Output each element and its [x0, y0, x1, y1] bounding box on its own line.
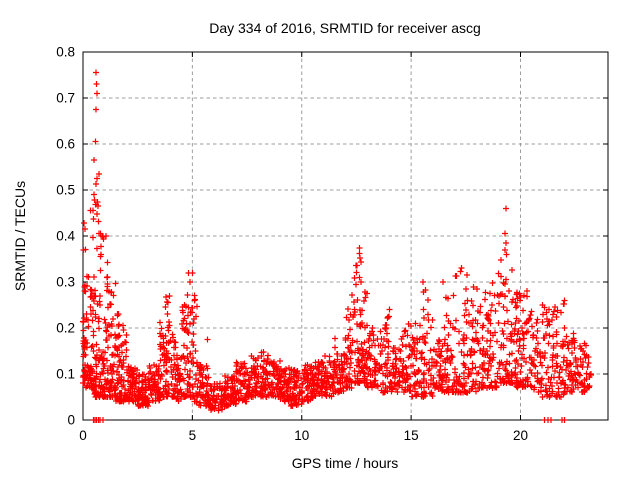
x-tick-label: 5 — [189, 428, 197, 443]
x-tick-labels: 0 5 10 15 20 — [79, 428, 528, 443]
y-tick-labels: 0 0.1 0.2 0.3 0.4 0.5 0.6 0.7 0.8 — [56, 45, 75, 428]
y-tick-label: 0.3 — [56, 275, 75, 290]
y-tick-label: 0.6 — [56, 137, 75, 152]
x-tick-label: 10 — [294, 428, 309, 443]
x-tick-label: 20 — [513, 428, 528, 443]
x-tick-label: 15 — [404, 428, 419, 443]
y-tick-label: 0.2 — [56, 321, 75, 336]
y-tick-label: 0.8 — [56, 45, 75, 60]
y-tick-label: 0.4 — [56, 229, 75, 244]
chart-title: Day 334 of 2016, SRMTID for receiver asc… — [209, 20, 481, 36]
y-tick-label: 0.5 — [56, 183, 75, 198]
scatter-points-srmtid — [80, 69, 594, 423]
y-axis-label: SRMTID / TECUs — [12, 180, 28, 292]
axes-border — [82, 51, 609, 421]
y-tick-label: 0.7 — [56, 91, 75, 106]
y-tick-label: 0.1 — [56, 367, 75, 382]
x-tick-label: 0 — [79, 428, 87, 443]
y-tick-label: 0 — [67, 413, 75, 428]
x-axis-label: GPS time / hours — [291, 455, 399, 471]
